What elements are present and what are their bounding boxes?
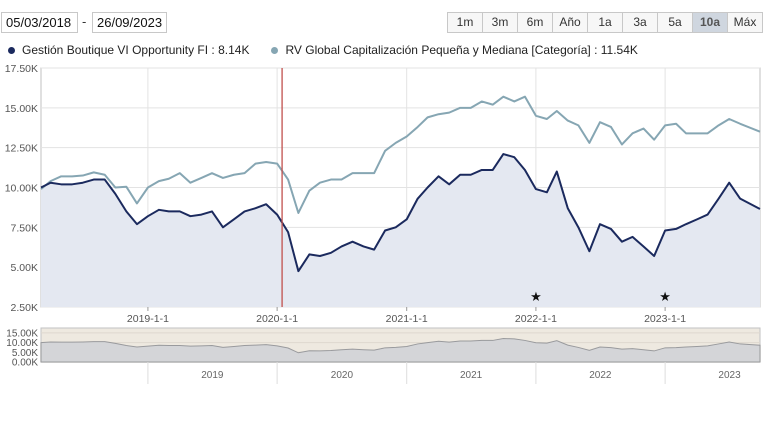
plot-frame: [40, 67, 761, 308]
y-tick-label: 7.50K: [11, 222, 38, 234]
date-range-separator: -: [82, 14, 87, 29]
x-tick-label: 2019-1-1: [127, 313, 169, 325]
x-tick-label: 2021-1-1: [386, 313, 428, 325]
navigator-x-label: 2021: [460, 370, 483, 381]
range-selector: 1m 3m 6m Año 1a 3a 5a 10a Máx: [447, 12, 763, 33]
circle-dot-icon: [271, 46, 279, 54]
navigator-x-label: 2023: [718, 370, 741, 381]
y-tick-label: 2.50K: [11, 302, 38, 314]
chart-legend: Gestión Boutique VI Opportunity FI : 8.1…: [8, 43, 660, 57]
range-button-6m[interactable]: 6m: [517, 12, 553, 33]
navigator-x-label: 2022: [589, 370, 612, 381]
navigator-y-label: 10.00K: [6, 338, 38, 349]
range-button-3y[interactable]: 3a: [622, 12, 658, 33]
range-button-ytd[interactable]: Año: [552, 12, 588, 33]
circle-dot-icon: [8, 46, 15, 54]
navigator-x-label: 2019: [201, 370, 224, 381]
fund-area-fill: [41, 154, 760, 307]
y-tick-label: 15.00K: [5, 103, 38, 115]
category-series-line[interactable]: [40, 95, 761, 214]
y-tick-label: 12.50K: [5, 143, 38, 155]
navigator-area: [40, 337, 761, 363]
range-button-1y[interactable]: 1a: [587, 12, 623, 33]
range-button-10y[interactable]: 10a: [692, 12, 728, 33]
end-date-input[interactable]: 26/09/2023: [92, 12, 167, 33]
legend-label-category: RV Global Capitalización Pequeña y Media…: [285, 43, 638, 57]
y-tick-label: 10.00K: [5, 183, 38, 195]
navigator-selection[interactable]: [41, 328, 760, 362]
range-button-1m[interactable]: 1m: [447, 12, 483, 33]
legend-label-fund: Gestión Boutique VI Opportunity FI : 8.1…: [22, 43, 250, 57]
x-tick-label: 2023-1-1: [644, 313, 686, 325]
navigator-x-label: 2020: [331, 370, 354, 381]
navigator-y-label: 5.00K: [12, 348, 38, 359]
x-tick-label: 2020-1-1: [256, 313, 298, 325]
navigator-y-label: 0.00K: [12, 358, 38, 369]
x-tick-label: 2022-1-1: [515, 313, 557, 325]
y-tick-label: 5.00K: [11, 262, 38, 274]
y-tick-label: 17.50K: [5, 63, 38, 75]
fund-series-line[interactable]: [40, 153, 761, 273]
star-marker-icon[interactable]: ★: [659, 289, 671, 304]
start-date-input[interactable]: 05/03/2018: [1, 12, 78, 33]
range-button-3m[interactable]: 3m: [482, 12, 518, 33]
navigator-y-label: 15.00K: [6, 328, 38, 339]
star-marker-icon[interactable]: ★: [530, 289, 542, 304]
legend-item-category[interactable]: RV Global Capitalización Pequeña y Media…: [271, 43, 638, 57]
legend-item-fund[interactable]: Gestión Boutique VI Opportunity FI : 8.1…: [8, 43, 249, 57]
navigator-frame[interactable]: [40, 327, 761, 363]
range-button-5y[interactable]: 5a: [657, 12, 693, 33]
range-button-max[interactable]: Máx: [727, 12, 763, 33]
